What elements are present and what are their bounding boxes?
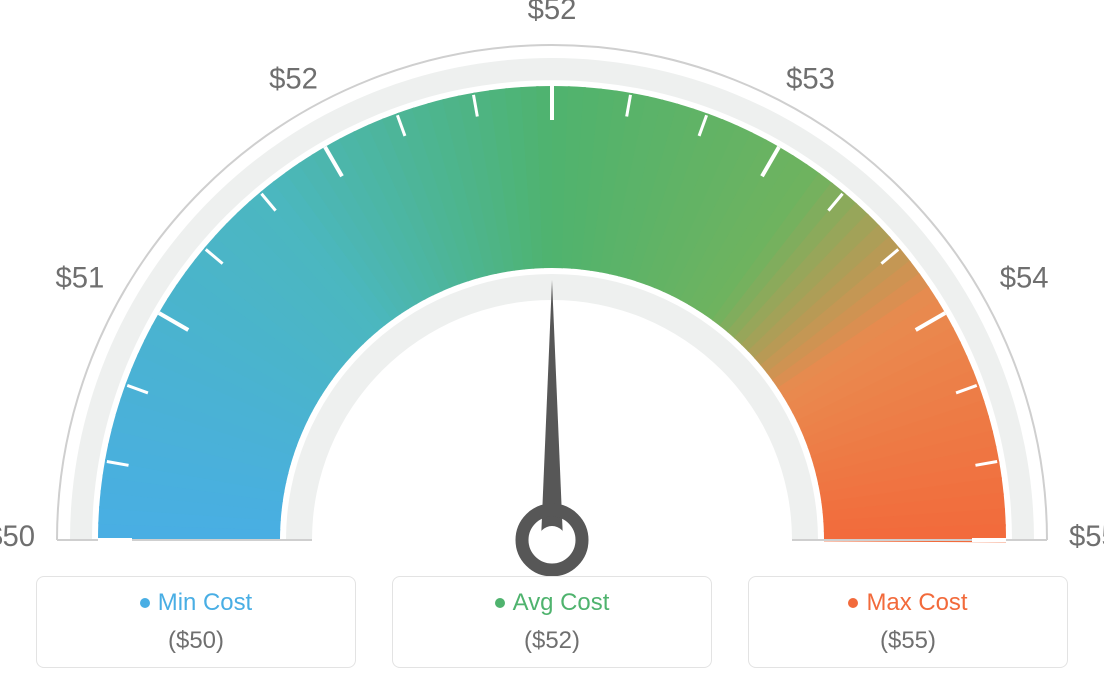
gauge-tick-label: $50 — [0, 521, 35, 553]
gauge-tick-label: $51 — [55, 263, 104, 295]
gauge-tick-label: $52 — [528, 0, 577, 26]
gauge-tick-label: $54 — [1000, 263, 1049, 295]
legend-value: ($52) — [524, 627, 580, 655]
legend-label: Avg Cost — [513, 589, 610, 617]
legend-dot-icon — [848, 598, 858, 608]
legend-card: Min Cost ($50) — [36, 576, 356, 668]
gauge-tick-label: $52 — [269, 63, 318, 95]
legend-title: Max Cost — [848, 589, 967, 617]
gauge-needle — [541, 280, 563, 540]
legend-value: ($55) — [880, 627, 936, 655]
legend-dot-icon — [140, 598, 150, 608]
legend-title: Min Cost — [140, 589, 252, 617]
legend-value: ($50) — [168, 627, 224, 655]
legend-card: Max Cost ($55) — [748, 576, 1068, 668]
cost-gauge-chart: $50 $51 $52 $52 $53 $54 $55 Min Cost ($50) Avg C… — [0, 0, 1104, 690]
gauge-tick-label: $55 — [1069, 521, 1104, 553]
legend-card: Avg Cost ($52) — [392, 576, 712, 668]
gauge-tick-label: $53 — [786, 63, 835, 95]
legend-title: Avg Cost — [495, 589, 610, 617]
legend-row: Min Cost ($50) Avg Cost ($52) Max Cost ($55) — [0, 576, 1104, 668]
legend-label: Max Cost — [866, 589, 967, 617]
legend-dot-icon — [495, 598, 505, 608]
gauge-hub-inner — [538, 526, 566, 554]
legend-label: Min Cost — [158, 589, 252, 617]
